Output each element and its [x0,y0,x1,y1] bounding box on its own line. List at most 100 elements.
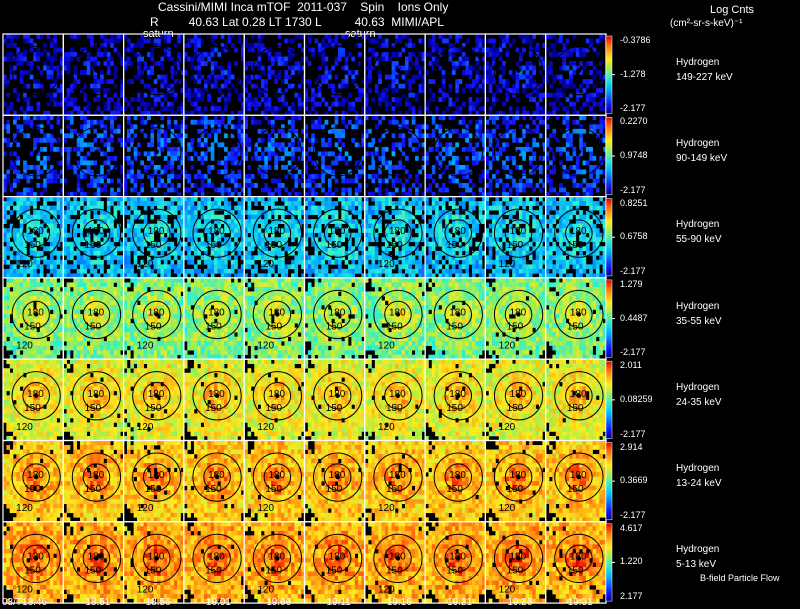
ring-label-150-r3-c5: 150 [326,321,343,332]
ring-outer-r3-c6 [373,289,423,340]
heatmap-panel-r0-c4 [244,34,305,116]
ring-label-120-r6-c4: 120 [257,584,274,595]
ring-inner-r5-c6 [384,463,412,491]
ring-label-120-r2-c0: 120 [16,259,33,270]
saturn-dot-r2-c7 [456,230,461,236]
ring-inner-r2-c2 [142,219,171,247]
ring-outer-r1-c2 [132,127,182,177]
ring-label-120-r6-c0: 120 [16,584,33,595]
time-label-9: 19:31 [567,597,593,608]
ring-label-180-r3-c8: 180 [510,307,527,318]
saturn-dot-r0-c2 [154,68,159,73]
heatmap-panel-r3-c0 [3,277,64,360]
saturn-dot-r5-c3 [214,474,220,480]
ring-label-180-r3-c7: 180 [449,307,466,318]
ring-label-150-r5-c8: 150 [507,484,524,495]
ring-inner-r2-c4 [263,219,292,247]
ring-outer-r5-c7 [433,452,483,502]
saturn-dot-r1-c3 [214,149,220,155]
ring-label-150-r3-c8: 150 [507,321,524,332]
ring-label-120-r4-c8: 120 [499,422,516,433]
ring-outer-r5-c0 [11,452,61,502]
ring-label-180-r4-c3: 180 [208,389,225,400]
heatmap-panel-r3-c7 [425,277,486,360]
ring-label-150-r3-c2: 150 [145,321,162,332]
ring-label-150-r6-c0: 150 [24,565,41,576]
heatmap-panel-r1-c6 [364,115,426,197]
ring-label-150-r4-c5: 150 [326,403,343,414]
ring-label-150-r5-c3: 150 [205,484,222,495]
saturn-dot-r2-c6 [395,230,401,236]
ring-label-180-r6-c7: 180 [449,551,466,562]
saturn-dot-r1-c6 [395,149,401,155]
colorbar-1 [605,117,613,195]
saturn-dot-r0-c4 [275,68,280,73]
heatmap-panel-r0-c3 [183,34,245,116]
heatmap-panel-r5-c7 [425,440,486,523]
heatmap-panel-r5-c4 [244,440,305,523]
ring-outer-r0-c4 [252,45,302,96]
saturn-dot-r2-c3 [214,230,220,236]
heatmap-panel-r4-c1 [63,359,124,441]
ring-label-120-r6-c8: 120 [499,584,516,595]
ring-inner-r5-c1 [82,463,111,491]
ring-label-180-r5-c9: 180 [570,470,587,481]
ring-label-150-r6-c5: 150 [326,565,343,576]
saturn-dot-r0-c0 [33,68,39,73]
colorbar-mid-6: 1.220 [620,556,643,567]
ring-inner-r2-c6 [384,219,412,247]
ring-outer-r4-c7 [433,371,483,421]
ring-label-150-r2-c5: 150 [326,240,343,251]
ring-label-180-r4-c5: 180 [329,389,346,400]
ring-label-180-r3-c1: 180 [87,307,104,318]
saturn-dot-r4-c2 [154,393,159,398]
colorbar-max-3: 1.279 [620,278,643,289]
ring-label-150-r5-c4: 150 [265,484,282,495]
colorbar-max-1: 0.2270 [620,116,648,127]
heatmap-panel-r1-c3 [183,115,245,197]
ring-outer-r0-c3 [192,45,242,96]
time-label-2: 18:56 [145,597,171,608]
heatmap-panel-r5-c6 [364,440,426,523]
ring-outer-r2-c2 [132,208,182,258]
ring-label-150-r2-c9: 150 [567,240,584,251]
ring-label-150-r3-c3: 150 [205,321,222,332]
saturn-dot-r0-c3 [214,68,220,73]
colorbar-min-5: -2.177 [620,509,646,520]
species-label-4: Hydrogen [676,381,720,393]
heatmap-panel-r3-c9 [545,277,607,360]
ring-label-180-r4-c7: 180 [449,389,466,400]
ring-label-180-r4-c8: 180 [510,389,527,400]
energy-label-3: 35-55 keV [676,315,722,327]
ring-label-120-r3-c0: 120 [16,340,33,351]
ring-inner-r3-c7 [444,300,473,329]
ring-label-180-r2-c9: 180 [570,226,587,237]
heatmap-panel-r5-c2 [123,440,185,523]
ring-outer-r3-c0 [11,289,61,340]
saturn-dot-r5-c1 [94,474,99,480]
ring-label-120-r5-c2: 120 [137,503,154,514]
ring-label-150-r6-c9: 150 [567,565,584,576]
ring-label-150-r5-c7: 150 [446,484,463,495]
ring-inner-r3-c6 [384,300,412,329]
ring-outer-r3-c2 [132,289,182,340]
ring-label-180-r5-c6: 180 [389,470,406,481]
time-label-7: 19:21 [447,597,473,608]
ring-inner-r4-c8 [504,382,533,410]
colorbar-mid-3: 0.4487 [620,312,648,323]
heatmap-panel-r2-c1 [63,196,124,279]
ring-inner-r4-c6 [384,382,412,410]
ring-outer-r1-c4 [252,127,302,177]
ring-inner-r4-c4 [263,382,292,410]
ring-label-150-r3-c6: 150 [386,321,403,332]
heatmap-panel-r2-c9 [545,196,607,279]
ring-label-180-r2-c5: 180 [329,226,346,237]
ring-outer-r4-c6 [373,371,423,421]
colorbar-max-4: 2.011 [620,360,642,371]
ring-label-120-r5-c4: 120 [257,503,274,514]
ring-label-180-r6-c5: 180 [329,551,346,562]
ring-label-120-r4-c0: 120 [16,422,33,433]
ring-outer-r2-c0 [11,208,61,258]
colorbar-5 [605,442,613,521]
